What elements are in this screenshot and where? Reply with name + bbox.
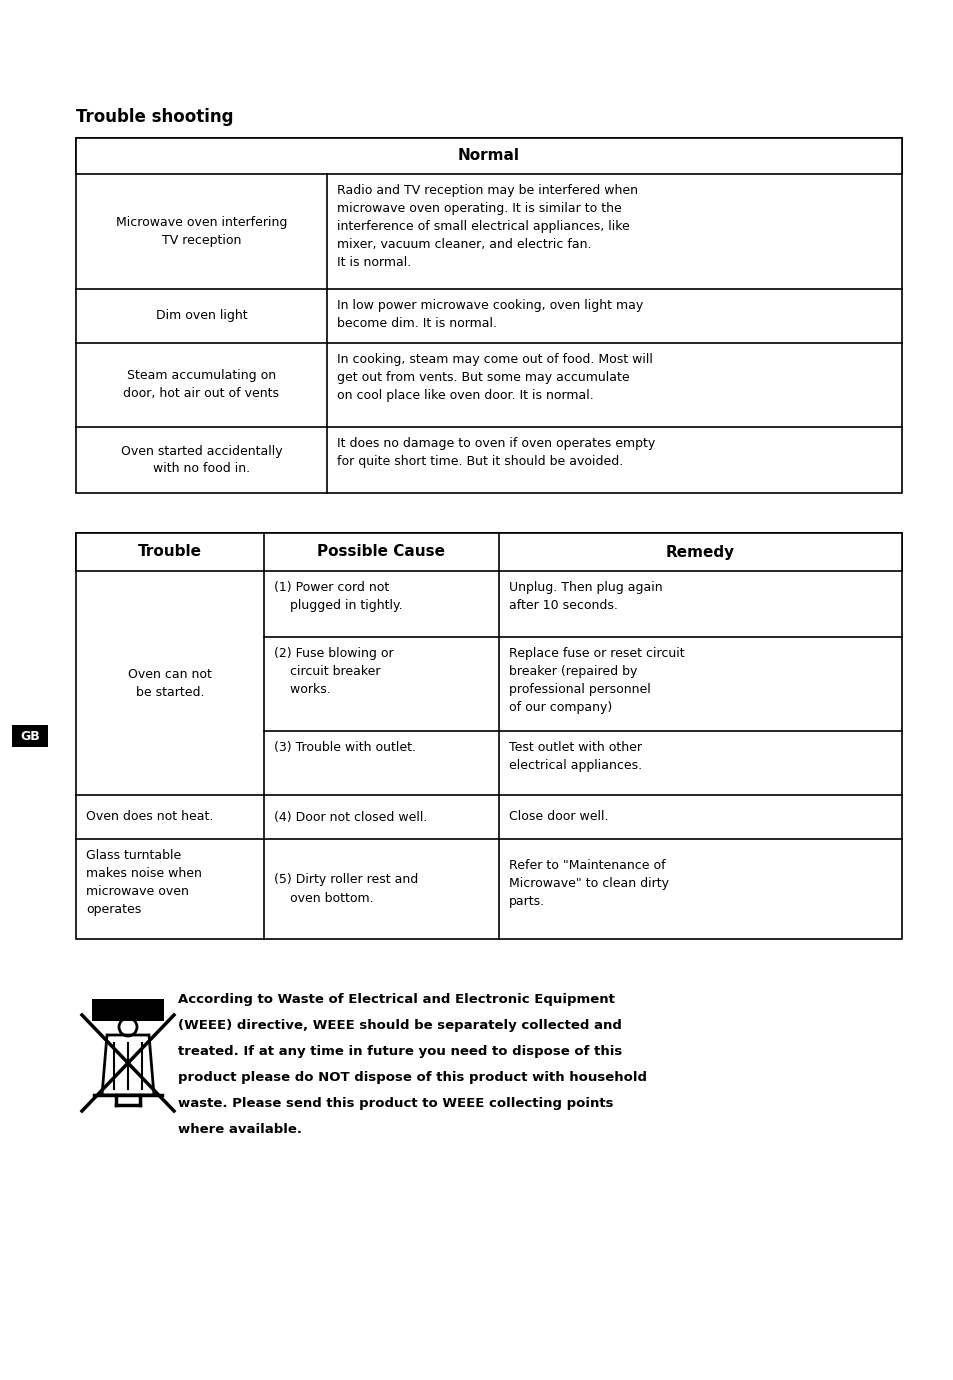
Text: Dim oven light: Dim oven light	[155, 309, 247, 323]
Text: treated. If at any time in future you need to dispose of this: treated. If at any time in future you ne…	[178, 1045, 621, 1058]
Text: waste. Please send this product to WEEE collecting points: waste. Please send this product to WEEE …	[178, 1097, 613, 1110]
Text: In cooking, steam may come out of food. Most will
get out from vents. But some m: In cooking, steam may come out of food. …	[336, 353, 652, 402]
Text: (2) Fuse blowing or
    circuit breaker
    works.: (2) Fuse blowing or circuit breaker work…	[274, 647, 394, 696]
Text: Normal: Normal	[457, 149, 519, 163]
Bar	[76, 533, 901, 938]
Text: Close door well.: Close door well.	[509, 810, 608, 824]
Text: Microwave oven interfering
TV reception: Microwave oven interfering TV reception	[115, 217, 287, 247]
Bar	[12, 724, 48, 747]
Text: where available.: where available.	[178, 1123, 302, 1136]
Text: (3) Trouble with outlet.: (3) Trouble with outlet.	[274, 741, 416, 753]
Bar	[91, 999, 164, 1021]
Text: GB: GB	[20, 730, 40, 742]
Text: In low power microwave cooking, oven light may
become dim. It is normal.: In low power microwave cooking, oven lig…	[336, 299, 642, 330]
Text: Unplug. Then plug again
after 10 seconds.: Unplug. Then plug again after 10 seconds…	[509, 581, 662, 611]
Text: Trouble: Trouble	[138, 545, 202, 559]
Text: product please do NOT dispose of this product with household: product please do NOT dispose of this pr…	[178, 1071, 646, 1085]
Text: Trouble shooting: Trouble shooting	[76, 108, 233, 126]
Text: Oven does not heat.: Oven does not heat.	[86, 810, 213, 824]
Text: Remedy: Remedy	[665, 545, 735, 559]
Text: Glass turntable
makes noise when
microwave oven
operates: Glass turntable makes noise when microwa…	[86, 849, 202, 916]
Text: (4) Door not closed well.: (4) Door not closed well.	[274, 810, 427, 824]
Text: Radio and TV reception may be interfered when
microwave oven operating. It is si: Radio and TV reception may be interfered…	[336, 184, 638, 269]
Bar	[76, 138, 901, 174]
Text: (1) Power cord not
    plugged in tightly.: (1) Power cord not plugged in tightly.	[274, 581, 402, 611]
Text: It does no damage to oven if oven operates empty
for quite short time. But it sh: It does no damage to oven if oven operat…	[336, 437, 655, 468]
Text: Possible Cause: Possible Cause	[317, 545, 445, 559]
Text: Steam accumulating on
door, hot air out of vents: Steam accumulating on door, hot air out …	[123, 370, 279, 400]
Text: Replace fuse or reset circuit
breaker (repaired by
professional personnel
of our: Replace fuse or reset circuit breaker (r…	[509, 647, 684, 713]
Text: Refer to "Maintenance of
Microwave" to clean dirty
parts.: Refer to "Maintenance of Microwave" to c…	[509, 858, 668, 908]
Text: (5) Dirty roller rest and
    oven bottom.: (5) Dirty roller rest and oven bottom.	[274, 874, 417, 904]
Text: Oven can not
be started.: Oven can not be started.	[128, 668, 212, 698]
Text: Oven started accidentally
with no food in.: Oven started accidentally with no food i…	[121, 444, 282, 476]
Text: According to Waste of Electrical and Electronic Equipment: According to Waste of Electrical and Ele…	[178, 994, 615, 1006]
Text: (WEEE) directive, WEEE should be separately collected and: (WEEE) directive, WEEE should be separat…	[178, 1018, 621, 1032]
Text: Test outlet with other
electrical appliances.: Test outlet with other electrical applia…	[509, 741, 641, 771]
Bar	[76, 138, 901, 493]
Bar	[76, 533, 901, 571]
